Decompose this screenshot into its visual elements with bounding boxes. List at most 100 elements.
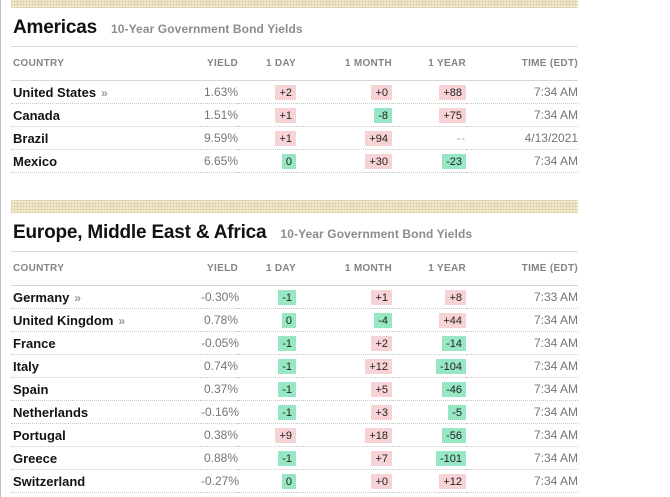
one-day-change-badge: +2 — [275, 84, 296, 100]
country-label: Italy — [13, 358, 40, 374]
one-month-change-badge: +94 — [365, 130, 392, 146]
one-year-change-cell: +44 — [392, 308, 466, 332]
link-chevron-icon: » — [74, 290, 82, 305]
one-month-change-badge: +12 — [365, 358, 392, 374]
one-month-change-cell: +7 — [296, 446, 392, 470]
table-row-germany: Germany » -0.30% -1 +1 +8 7:33 AM — [11, 285, 578, 309]
section-heading: Americas 10-Year Government Bond Yields — [11, 8, 578, 47]
time-value: 7:34 AM — [466, 80, 578, 104]
country-name: Canada — [11, 103, 201, 127]
country-label: Germany — [13, 289, 70, 305]
time-value: 7:34 AM — [466, 400, 578, 424]
section-heading: Europe, Middle East & Africa 10-Year Gove… — [11, 213, 578, 252]
time-value: 7:34 AM — [466, 331, 578, 355]
one-year-change-badge: -104 — [435, 358, 466, 374]
country-label: Netherlands — [13, 404, 89, 420]
one-month-change-badge: +3 — [371, 404, 392, 420]
country-label: Portugal — [13, 427, 66, 443]
column-header-yield: YIELD — [201, 47, 238, 81]
one-year-change-badge: -46 — [442, 381, 466, 397]
one-year-change-cell: -- — [392, 126, 466, 150]
table-row-netherlands: Netherlands -0.16% -1 +3 -5 7:34 AM — [11, 400, 578, 424]
table-row-france: France -0.05% -1 +2 -14 7:34 AM — [11, 331, 578, 355]
column-header-country: COUNTRY — [11, 252, 201, 286]
country-name: Mexico — [11, 149, 201, 173]
yield-value: 0.37% — [201, 377, 238, 401]
one-year-change-cell: -56 — [392, 423, 466, 447]
table-row-greece: Greece 0.88% -1 +7 -101 7:34 AM — [11, 446, 578, 470]
one-day-change-cell: 0 — [238, 308, 296, 332]
column-header-1-month: 1 MONTH — [296, 47, 392, 81]
country-name: Portugal — [11, 423, 201, 447]
column-header-time-edt: TIME (EDT) — [466, 252, 578, 286]
one-day-change-badge: +1 — [275, 130, 296, 146]
section-title: Americas — [13, 17, 97, 38]
one-month-change-badge: -8 — [374, 107, 392, 123]
one-day-change-badge: +9 — [275, 427, 296, 443]
one-year-change-cell: -14 — [392, 331, 466, 355]
one-year-change-badge: +8 — [445, 289, 466, 305]
country-name[interactable]: United Kingdom » — [11, 308, 201, 332]
table-row-united-kingdom: United Kingdom » 0.78% 0 -4 +44 7:34 AM — [11, 308, 578, 332]
country-label: United Kingdom — [13, 312, 114, 328]
time-value: 7:33 AM — [466, 285, 578, 309]
column-header-1-year: 1 YEAR — [392, 252, 466, 286]
yield-value: 9.59% — [201, 126, 238, 150]
country-name[interactable]: United States » — [11, 80, 201, 104]
section-subtitle: 10-Year Government Bond Yields — [110, 22, 303, 36]
one-day-change-cell: -1 — [238, 446, 296, 470]
time-value: 7:34 AM — [466, 446, 578, 470]
table-row-brazil: Brazil 9.59% +1 +94 -- 4/13/2021 — [11, 126, 578, 150]
one-year-change-badge: +12 — [439, 473, 466, 489]
country-name: Brazil — [11, 126, 201, 150]
column-header-time-edt: TIME (EDT) — [466, 47, 578, 81]
one-month-change-badge: +2 — [371, 335, 392, 351]
country-label: Mexico — [13, 153, 58, 169]
column-header-1-day: 1 DAY — [238, 47, 296, 81]
one-month-change-cell: +0 — [296, 80, 392, 104]
time-value: 7:34 AM — [466, 469, 578, 493]
yield-value: 0.88% — [201, 446, 238, 470]
one-day-change-cell: -1 — [238, 354, 296, 378]
yield-value: 6.65% — [201, 149, 238, 173]
one-day-change-badge: 0 — [281, 473, 296, 489]
one-year-change-cell: +12 — [392, 469, 466, 493]
yield-value: -0.16% — [201, 400, 239, 424]
time-value: 4/13/2021 — [466, 126, 578, 150]
yield-value: -0.05% — [201, 331, 239, 355]
one-year-change-badge: +75 — [439, 107, 466, 123]
column-header-1-month: 1 MONTH — [296, 252, 392, 286]
one-year-change-badge: -5 — [448, 404, 466, 420]
one-day-change-cell: +1 — [238, 103, 296, 127]
content-area: Americas 10-Year Government Bond Yields CO… — [11, 0, 578, 493]
country-name: France — [11, 331, 201, 355]
table-row-switzerland: Switzerland -0.27% 0 +0 +12 7:34 AM — [11, 469, 578, 493]
one-year-change-cell: -104 — [392, 354, 466, 378]
country-label: United States — [13, 84, 97, 100]
country-name: Greece — [11, 446, 201, 470]
table-row-spain: Spain 0.37% -1 +5 -46 7:34 AM — [11, 377, 578, 401]
one-year-change-badge: -56 — [442, 427, 466, 443]
one-month-change-badge: +0 — [371, 473, 392, 489]
one-day-change-cell: -1 — [238, 331, 296, 355]
one-day-change-badge: +1 — [275, 107, 296, 123]
one-year-change-badge: +88 — [439, 84, 466, 100]
yields-table: COUNTRY YIELD 1 DAY 1 MONTH 1 YEAR TIME (EDT)… — [11, 252, 578, 493]
section-title: Europe, Middle East & Africa — [13, 222, 267, 243]
one-year-change-badge: +44 — [439, 312, 466, 328]
country-name[interactable]: Germany » — [11, 285, 201, 309]
country-label: Greece — [13, 450, 58, 466]
one-day-change-badge: -1 — [278, 381, 296, 397]
one-year-change-cell: +8 — [392, 285, 466, 309]
one-day-change-cell: -1 — [238, 377, 296, 401]
link-chevron-icon: » — [101, 85, 108, 100]
one-day-change-cell: +2 — [238, 80, 296, 104]
one-month-change-cell: +30 — [296, 149, 392, 173]
yield-value: 0.78% — [201, 308, 238, 332]
one-day-change-badge: -1 — [278, 404, 296, 420]
one-month-change-cell: -8 — [296, 103, 392, 127]
table-row-mexico: Mexico 6.65% 0 +30 -23 7:34 AM — [11, 149, 578, 173]
country-label: Spain — [13, 381, 49, 397]
one-year-change-badge: -23 — [442, 153, 466, 169]
one-day-change-badge: -1 — [278, 289, 296, 305]
